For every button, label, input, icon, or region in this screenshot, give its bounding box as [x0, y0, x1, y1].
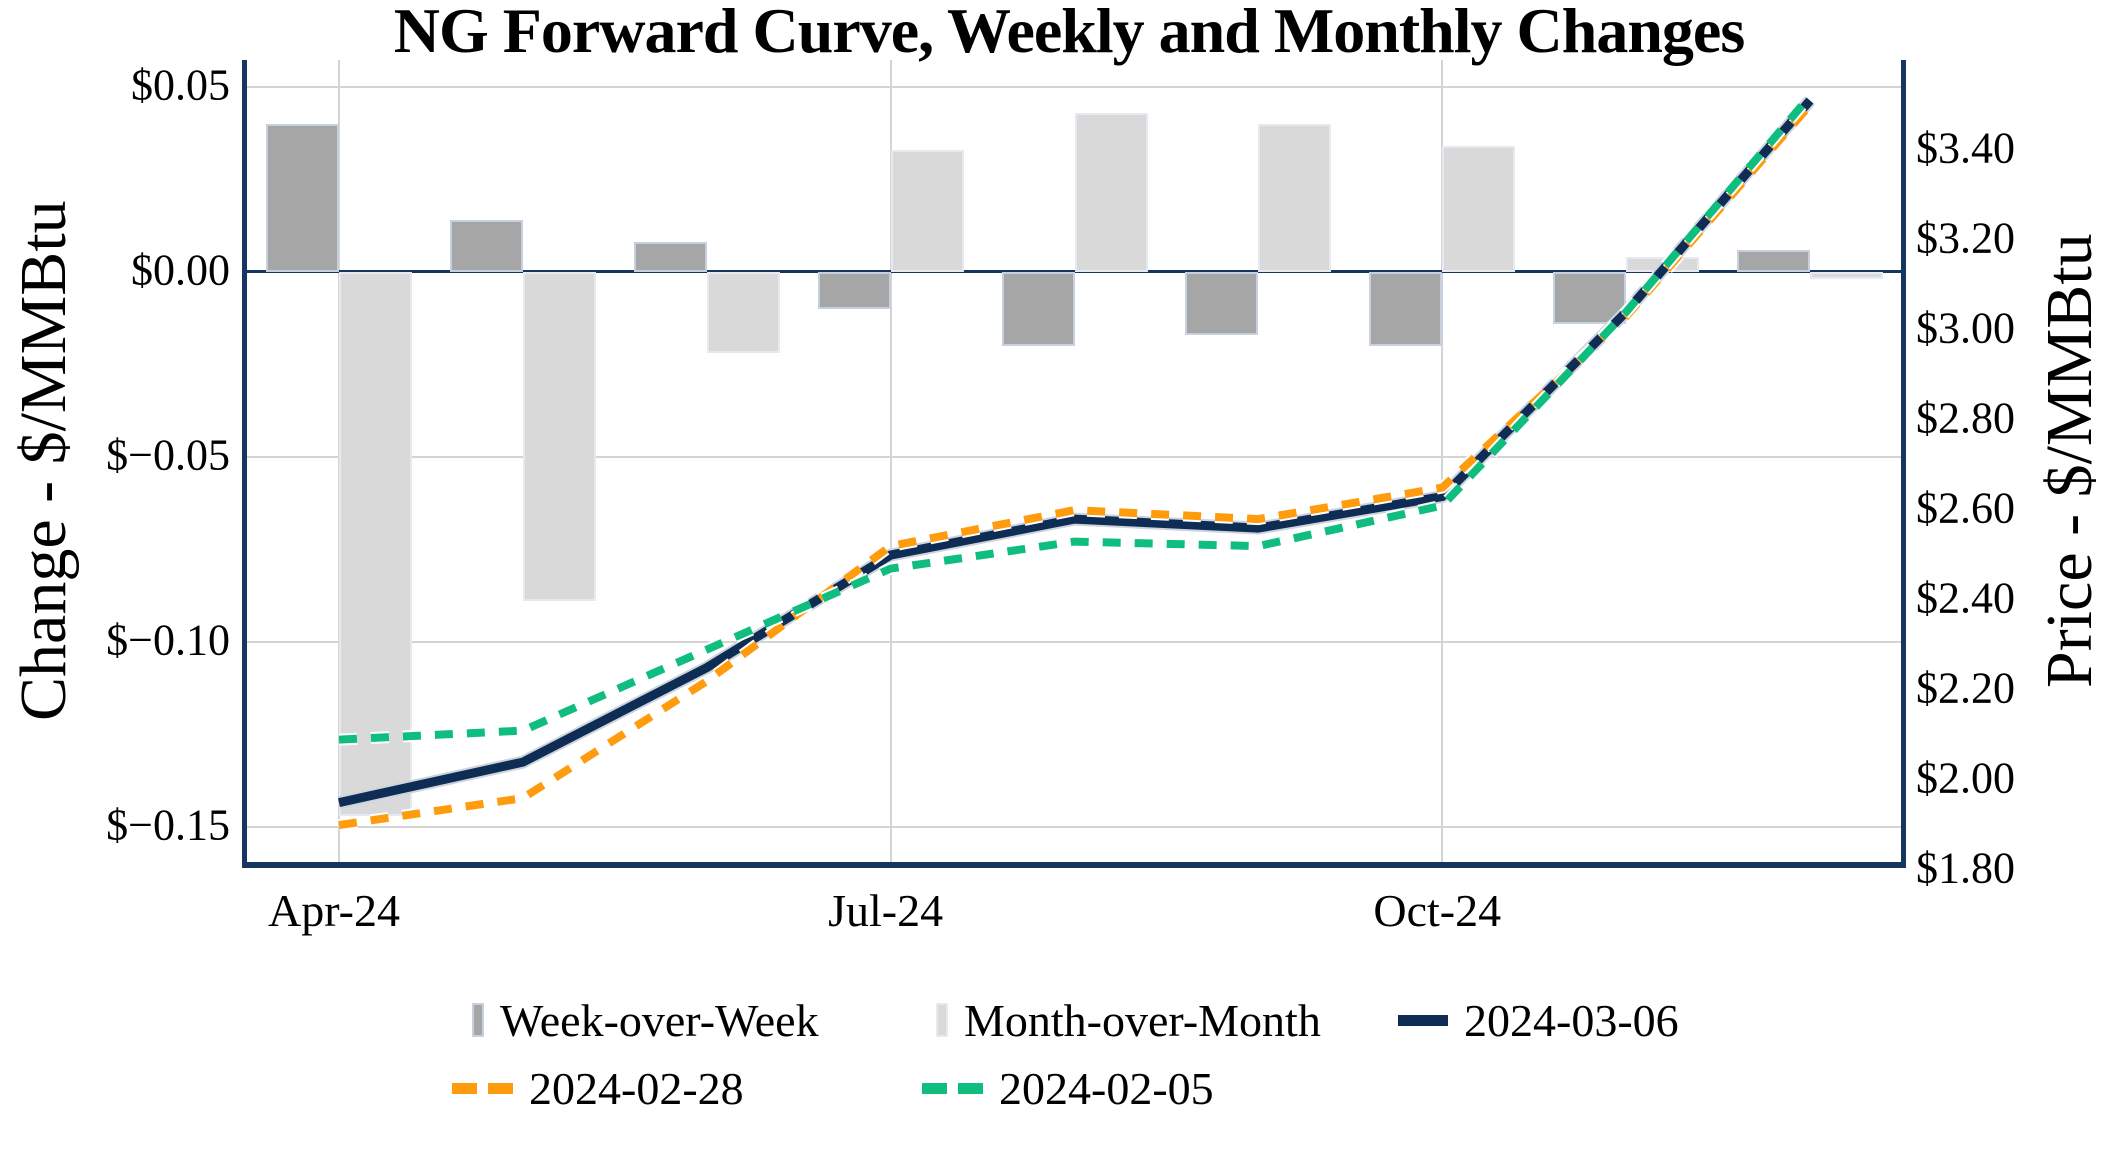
vertical-gridline	[889, 60, 892, 862]
chart-title: NG Forward Curve, Weekly and Monthly Cha…	[393, 0, 1745, 66]
right-axis-tick-label: $2.60	[1916, 483, 2015, 533]
line-casing	[338, 92, 1815, 746]
right-axis-tick-label: $3.00	[1916, 303, 2015, 353]
legend-label: 2024-02-28	[529, 1062, 744, 1114]
bar-light-swatch-icon	[936, 1003, 948, 1037]
bar-dark-swatch-icon	[472, 1003, 484, 1037]
horizontal-gridline	[247, 825, 1901, 828]
legend-item-2024-02-28: 2024-02-28	[452, 1060, 744, 1116]
left-axis-tick-label: $0.05	[131, 60, 230, 110]
bar-month-over-month	[1442, 146, 1516, 272]
vertical-gridline	[1441, 60, 1444, 862]
right-axis-tick-labels: $3.40 $3.20 $3.00 $2.80 $2.60 $2.40 $2.20 $2.00…	[1916, 0, 2112, 1152]
horizontal-gridline	[247, 455, 1901, 458]
legend-label: Week-over-Week	[500, 994, 819, 1046]
bar-month-over-month	[1258, 123, 1332, 272]
left-axis-tick-labels: $0.05 $0.00 $−0.05 $−0.10 $−0.15	[0, 0, 230, 1152]
right-axis-tick-label: $1.80	[1916, 843, 2015, 893]
legend-label: 2024-02-05	[999, 1062, 1214, 1114]
line-2024-02-28	[338, 102, 1814, 830]
legend-item-month-over-month: Month-over-Month	[936, 992, 1321, 1048]
orange-dash-swatch-icon	[452, 1082, 513, 1094]
bar-week-over-week	[1185, 271, 1259, 335]
line-casing	[338, 101, 1815, 832]
bar-month-over-month	[339, 271, 412, 816]
bar-week-over-week	[1001, 271, 1075, 346]
bar-week-over-week	[1369, 271, 1443, 346]
legend-item-week-over-week: Week-over-Week	[472, 992, 819, 1048]
line-2024-02-05	[338, 93, 1814, 744]
right-axis-tick-label: $2.20	[1916, 663, 2015, 713]
bars-layer	[247, 60, 1901, 862]
right-axis-tick-label: $2.40	[1916, 573, 2015, 623]
horizontal-gridline	[247, 86, 1901, 88]
right-axis-tick-label: $2.80	[1916, 393, 2015, 443]
bar-week-over-week	[633, 242, 707, 272]
x-axis-tick-label: Oct-24	[1373, 885, 1502, 936]
bar-month-over-month	[522, 271, 596, 602]
bar-month-over-month	[890, 149, 964, 272]
bar-week-over-week	[449, 220, 523, 272]
bar-month-over-month	[1810, 271, 1883, 280]
x-axis-tick-label: Apr-24	[268, 885, 400, 936]
line-casing	[337, 96, 1815, 809]
solid-line-swatch-icon	[1398, 1014, 1448, 1026]
x-axis-tick-label: Jul-24	[828, 885, 944, 936]
bar-week-over-week	[817, 271, 891, 309]
green-dash-swatch-icon	[922, 1082, 983, 1094]
right-axis-tick-label: $3.20	[1916, 213, 2015, 263]
bar-month-over-month	[1074, 112, 1148, 272]
left-axis-tick-label: $0.00	[131, 245, 230, 295]
legend-item-2024-02-05: 2024-02-05	[922, 1060, 1214, 1116]
legend-item-2024-03-06: 2024-03-06	[1398, 992, 1679, 1048]
horizontal-gridline	[247, 640, 1901, 643]
bar-week-over-week	[266, 123, 339, 272]
right-axis-tick-label: $3.40	[1916, 123, 2015, 173]
legend-label: Month-over-Month	[964, 994, 1321, 1046]
line-2024-03-06	[338, 97, 1814, 807]
left-axis-tick-label: $−0.15	[106, 800, 230, 850]
line-series-layer	[337, 92, 1815, 832]
left-axis-tick-label: $−0.05	[106, 430, 230, 480]
bar-month-over-month	[706, 271, 780, 354]
left-axis-tick-label: $−0.10	[106, 615, 230, 665]
legend-label: 2024-03-06	[1464, 994, 1679, 1046]
right-axis-tick-label: $2.00	[1916, 753, 2015, 803]
plot-area	[242, 60, 1906, 868]
bar-week-over-week	[1737, 249, 1810, 272]
